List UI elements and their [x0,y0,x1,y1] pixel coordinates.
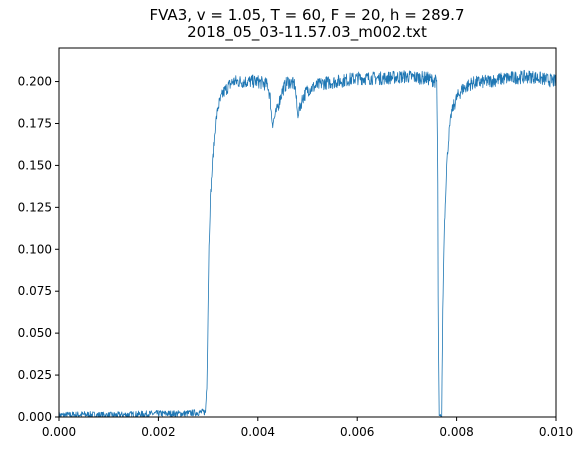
chart-title: FVA3, v = 1.05, T = 60, F = 20, h = 289.… [149,6,465,24]
y-tick-label: 0.125 [18,200,52,214]
axes: 0.000 0.002 0.004 0.006 0.008 0.010 0.000 0.025… [18,47,573,439]
y-tick-label: 0.200 [18,75,52,89]
x-tick-label: 0.006 [340,425,374,439]
plot-area [58,69,557,418]
y-tick-label: 0.150 [18,158,52,172]
x-tick-label: 0.004 [241,425,275,439]
x-tick-label: 0.002 [141,425,175,439]
y-tick-label: 0.100 [18,242,52,256]
y-tick-label: 0.075 [18,284,52,298]
y-tick-label: 0.025 [18,368,52,382]
x-tick-label: 0.000 [42,425,76,439]
x-tick-label: 0.010 [539,425,573,439]
y-tick-label: 0.175 [18,116,52,130]
y-tick-label: 0.000 [18,410,52,424]
x-tick-label: 0.008 [439,425,473,439]
axes-frame [58,47,557,418]
y-tick-label: 0.050 [18,326,52,340]
series-line [58,69,557,418]
chart-subtitle: 2018_05_03-11.57.03_m002.txt [187,23,427,41]
